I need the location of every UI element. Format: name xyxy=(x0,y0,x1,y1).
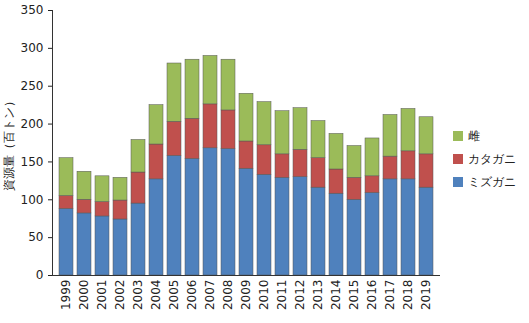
svg-text:150: 150 xyxy=(21,155,44,169)
svg-text:資源量（百トン）: 資源量（百トン） xyxy=(2,95,16,191)
svg-text:2005: 2005 xyxy=(167,280,181,311)
svg-text:2018: 2018 xyxy=(401,280,415,311)
svg-text:350: 350 xyxy=(21,3,44,17)
svg-text:50: 50 xyxy=(28,230,43,244)
svg-text:2000: 2000 xyxy=(77,280,91,311)
svg-text:300: 300 xyxy=(21,41,44,55)
svg-text:2003: 2003 xyxy=(131,280,145,311)
svg-text:2017: 2017 xyxy=(383,280,397,311)
svg-text:0: 0 xyxy=(36,268,44,282)
svg-text:2008: 2008 xyxy=(221,280,235,311)
svg-text:2011: 2011 xyxy=(275,280,289,311)
html-text:カタガニ: カタガニ xyxy=(468,151,516,166)
svg-text:2013: 2013 xyxy=(311,280,325,311)
svg-text:2019: 2019 xyxy=(419,280,433,311)
svg-text:250: 250 xyxy=(21,79,44,93)
svg-text:2006: 2006 xyxy=(185,280,199,311)
svg-text:200: 200 xyxy=(21,117,44,131)
svg-text:2002: 2002 xyxy=(113,280,127,311)
html-text:雌: 雌 xyxy=(468,128,480,143)
svg-text:2012: 2012 xyxy=(293,280,307,311)
svg-text:2010: 2010 xyxy=(257,280,271,311)
svg-text:2016: 2016 xyxy=(365,280,379,311)
svg-text:2009: 2009 xyxy=(239,280,253,311)
svg-text:2001: 2001 xyxy=(95,280,109,311)
svg-text:2004: 2004 xyxy=(149,280,163,311)
svg-text:1999: 1999 xyxy=(59,280,73,311)
html-text:ミズガニ: ミズガニ xyxy=(468,174,516,189)
svg-text:2007: 2007 xyxy=(203,280,217,311)
svg-text:100: 100 xyxy=(21,193,44,207)
svg-text:2015: 2015 xyxy=(347,280,361,311)
svg-text:2014: 2014 xyxy=(329,280,343,311)
